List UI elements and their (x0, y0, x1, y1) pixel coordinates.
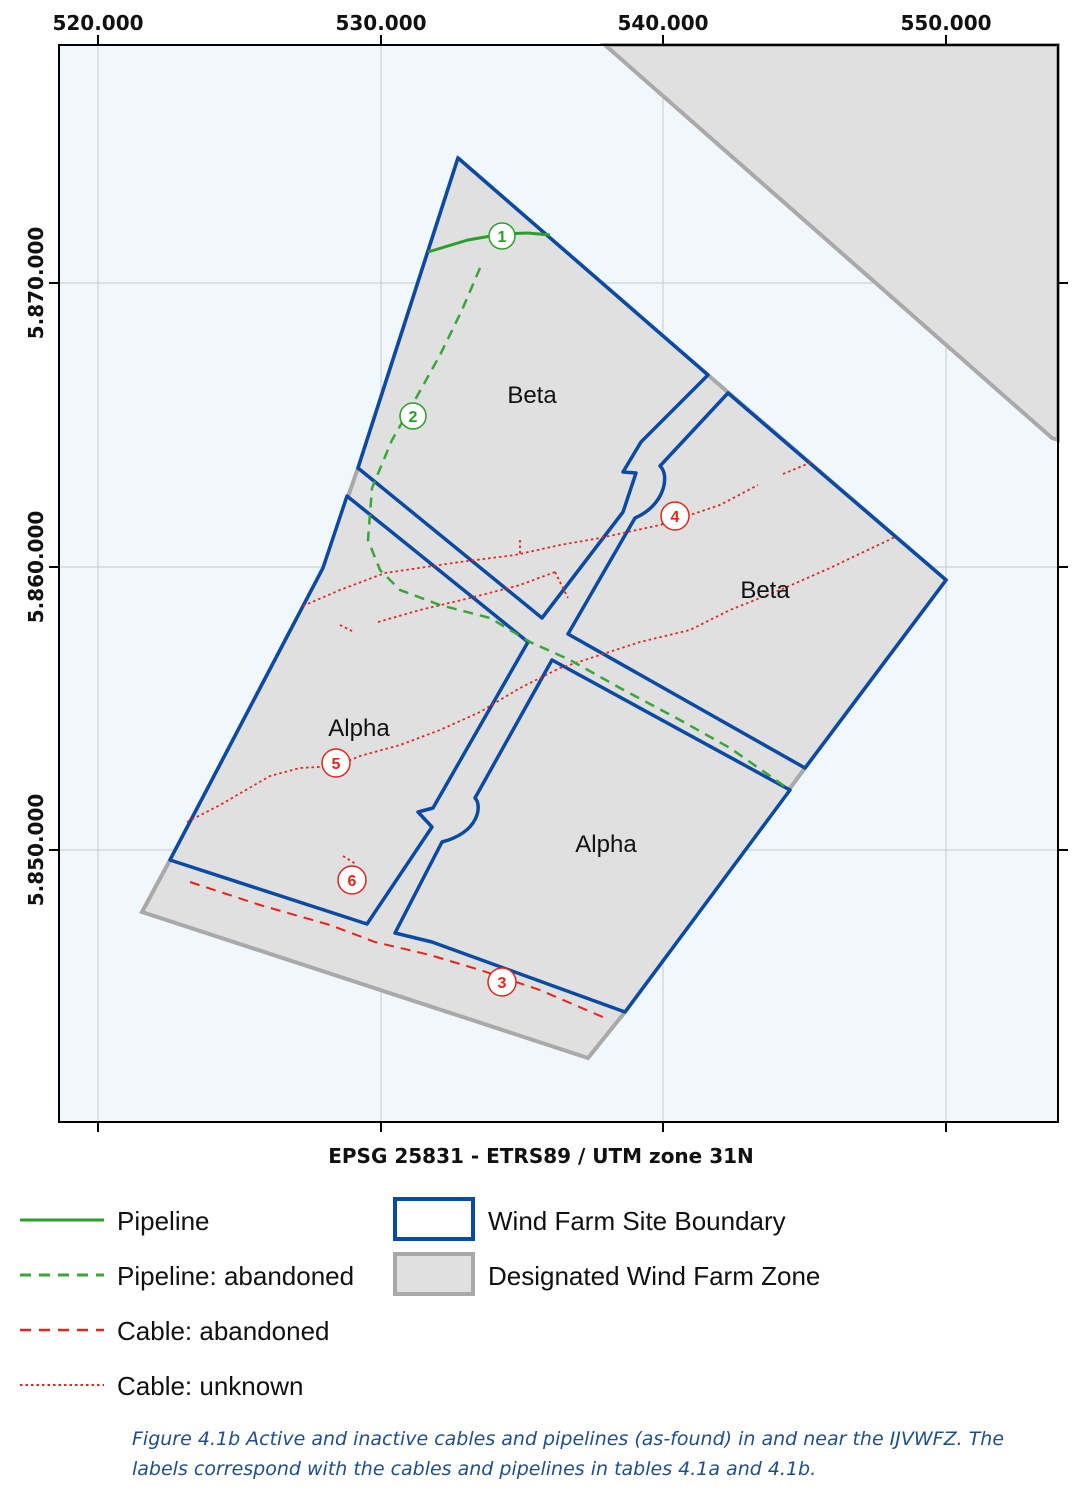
y-tick-label: 5.870.000 (24, 227, 48, 340)
x-tick-label: 540.000 (617, 11, 708, 35)
area-label-alpha-south: Alpha (575, 831, 637, 858)
y-tick-label: 5.860.000 (24, 511, 48, 624)
site-boundary-alpha-south (393, 658, 792, 1014)
marker-4-label: 4 (671, 509, 680, 526)
marker-4: 4 (660, 501, 690, 531)
x-tick-label: 550.000 (900, 11, 991, 35)
cable-unknown-spur-2 (554, 571, 569, 599)
x-tick-label: 520.000 (52, 11, 143, 35)
site-boundary-beta-east (566, 391, 948, 770)
legend-cable-unknown-symbol (20, 1384, 104, 1386)
caption-line-2: labels correspond with the cables and pi… (132, 1458, 817, 1480)
y-tick-label: 5.850.000 (24, 794, 48, 907)
tick-marks (49, 35, 1068, 1132)
marker-6-label: 6 (348, 873, 357, 890)
legend-cable-abandoned-label: Cable: abandoned (117, 1316, 330, 1346)
legend-designated-zone-label: Designated Wind Farm Zone (488, 1261, 821, 1291)
site-boundary-beta-north (356, 156, 710, 620)
marker-1-label: 1 (498, 229, 507, 246)
cable-abandoned-3 (189, 881, 606, 1019)
marker-3-label: 3 (498, 975, 507, 992)
cable-unknown-fragment (339, 624, 355, 633)
cables-unknown (186, 461, 896, 865)
marker-2-label: 2 (409, 409, 418, 426)
marker-6: 6 (337, 865, 367, 895)
site-boundary-alpha-west (168, 494, 530, 926)
marker-2: 2 (399, 402, 427, 430)
legend-pipeline-label: Pipeline (117, 1206, 210, 1236)
marker-3: 3 (487, 967, 517, 997)
map-border (58, 44, 1059, 1123)
legend-pipeline-abandoned-label: Pipeline: abandoned (117, 1261, 355, 1291)
area-label-beta-east: Beta (740, 577, 790, 604)
cable-unknown-4-west (302, 484, 759, 607)
area-label-alpha-west: Alpha (328, 715, 390, 742)
legend-cable-unknown-label: Cable: unknown (117, 1371, 304, 1401)
x-tick-label: 530.000 (335, 11, 426, 35)
cable-unknown-middle (377, 571, 556, 623)
legend-pipeline-abandoned-symbol (20, 1273, 104, 1277)
marker-1: 1 (488, 222, 516, 250)
figure-caption: Figure 4.1b Active and inactive cables a… (132, 1424, 1072, 1484)
crs-label: EPSG 25831 - ETRS89 / UTM zone 31N (328, 1144, 754, 1168)
legend-site-boundary-symbol (393, 1197, 475, 1241)
legend-site-boundary-label: Wind Farm Site Boundary (488, 1206, 786, 1236)
marker-5: 5 (321, 748, 351, 778)
pipeline-abandoned-2 (366, 267, 791, 792)
area-label-beta-north: Beta (507, 382, 557, 409)
legend-pipeline-symbol (20, 1218, 104, 1222)
legend-cable-abandoned-symbol (20, 1328, 104, 1332)
caption-line-1: Figure 4.1b Active and inactive cables a… (132, 1428, 1005, 1450)
marker-5-label: 5 (332, 756, 341, 773)
legend-designated-zone-symbol (393, 1252, 475, 1296)
cable-unknown-6 (342, 855, 357, 865)
